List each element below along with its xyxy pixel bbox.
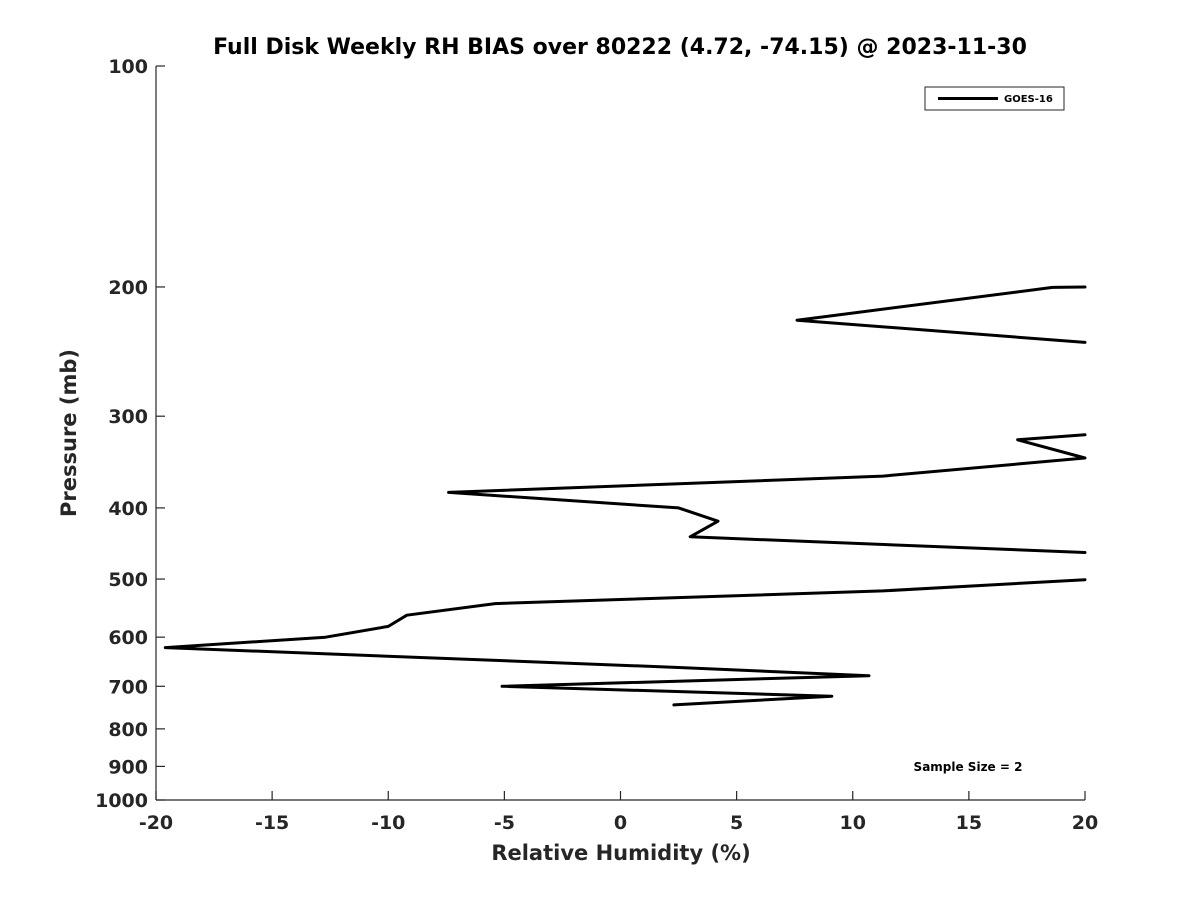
- x-tick-label: 20: [1072, 812, 1098, 834]
- y-tick-label: 600: [108, 627, 148, 649]
- y-tick-label: 100: [108, 56, 148, 78]
- legend-entry-goes-16: GOES-16: [1004, 94, 1053, 105]
- y-tick-label: 200: [108, 277, 148, 299]
- series-line-goes-16-segment-2: [447, 433, 1087, 554]
- y-tick-label: 1000: [95, 790, 148, 812]
- x-tick-label: -15: [255, 812, 289, 834]
- y-tick-label: 900: [108, 756, 148, 778]
- x-tick-label: 15: [956, 812, 982, 834]
- chart-title: Full Disk Weekly RH BIAS over 80222 (4.7…: [213, 35, 1027, 60]
- sample-size-annotation: Sample Size = 2: [914, 760, 1023, 774]
- y-ticks: 100 200 300 400 500 600 700 800 900 1000: [95, 56, 165, 812]
- x-tick-label: 5: [730, 812, 743, 834]
- x-tick-label: 10: [840, 812, 866, 834]
- x-axis-label: Relative Humidity (%): [491, 841, 750, 865]
- y-tick-label: 500: [108, 569, 148, 591]
- y-tick-label: 700: [108, 676, 148, 698]
- x-ticks: -20 -15 -10 -5 0 5 10 15 20: [139, 791, 1098, 834]
- x-tick-label: -10: [371, 812, 405, 834]
- legend: GOES-16: [924, 86, 1065, 111]
- series-line-goes-16-segment-3: [163, 578, 1087, 707]
- x-tick-label: -20: [139, 812, 173, 834]
- y-tick-label: 300: [108, 406, 148, 428]
- y-tick-label: 400: [108, 498, 148, 520]
- y-tick-label: 800: [108, 719, 148, 741]
- y-axis-label: Pressure (mb): [57, 349, 81, 517]
- series-group: [163, 285, 1087, 707]
- series-line-goes-16-segment-1: [795, 285, 1087, 344]
- x-tick-label: 0: [614, 812, 627, 834]
- x-tick-label: -5: [494, 812, 515, 834]
